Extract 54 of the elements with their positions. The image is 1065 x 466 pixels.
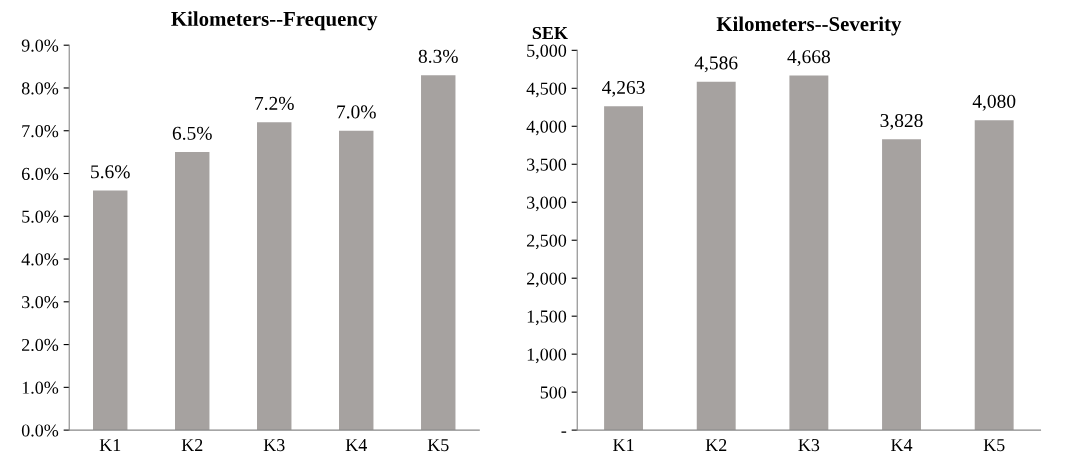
y-tick-label: 1.0% — [22, 381, 59, 394]
bar — [93, 190, 128, 431]
x-tick-label: K1 — [99, 439, 121, 451]
data-label: 4,080 — [972, 94, 1016, 111]
x-tick-label: K3 — [798, 439, 820, 452]
bar — [421, 75, 456, 431]
y-tick-label: 8.0% — [21, 82, 59, 95]
bar — [257, 122, 292, 431]
y-tick-label: 1,500 — [527, 310, 567, 326]
chart-title: Kilometers--Severity — [716, 16, 902, 36]
y-tick-label: 0.0% — [21, 424, 59, 437]
y-tick-label: 2,500 — [526, 234, 567, 250]
x-tick-label: K4 — [345, 439, 367, 451]
data-label: 7.0% — [337, 105, 376, 119]
y-tick-label: 2,000 — [526, 272, 567, 288]
y-tick-label: 500 — [540, 386, 567, 399]
y-tick-label: 1,000 — [527, 348, 567, 364]
data-label: 8.3% — [418, 49, 458, 63]
y-tick-label: 2.0% — [21, 338, 59, 352]
x-tick-label: K5 — [427, 439, 449, 452]
data-label: 4,586 — [694, 56, 738, 73]
y-axis-title: SEK — [532, 26, 568, 40]
data-label: 5.6% — [91, 165, 130, 179]
bar — [696, 81, 736, 431]
x-tick-label: K2 — [705, 439, 727, 451]
y-tick-label: 4,000 — [526, 120, 567, 136]
data-label: 3,828 — [880, 113, 923, 130]
y-tick-label: 3.0% — [22, 296, 59, 309]
data-label: 4,668 — [787, 50, 830, 67]
data-label: 4,263 — [602, 80, 645, 97]
bar — [974, 120, 1014, 431]
y-tick-label: 3,500 — [527, 158, 567, 174]
data-label: 6.5% — [172, 126, 212, 140]
bar — [175, 152, 210, 431]
x-tick-label: K5 — [983, 439, 1005, 452]
x-tick-label: K3 — [263, 439, 285, 452]
y-tick-label: 4.0% — [21, 253, 59, 266]
y-tick-label: 3,000 — [527, 196, 567, 212]
bar — [882, 139, 921, 431]
y-tick-label: 6.0% — [21, 167, 59, 181]
chart-title: Kilometers--Frequency — [171, 11, 378, 31]
y-tick-label: 9.0% — [21, 39, 59, 52]
y-tick-label: 5,000 — [527, 44, 567, 60]
bar — [339, 130, 374, 431]
x-tick-label: K2 — [181, 439, 203, 451]
y-tick-label: 4,500 — [526, 82, 567, 98]
data-label: 7.2% — [255, 96, 294, 110]
x-tick-label: K4 — [891, 439, 913, 451]
x-tick-label: K1 — [613, 439, 634, 451]
y-tick-label: 7.0% — [22, 125, 59, 138]
bar — [789, 75, 829, 431]
bar — [604, 106, 644, 431]
y-tick-label: 5.0% — [22, 210, 59, 223]
y-tick-label: - — [561, 431, 567, 433]
